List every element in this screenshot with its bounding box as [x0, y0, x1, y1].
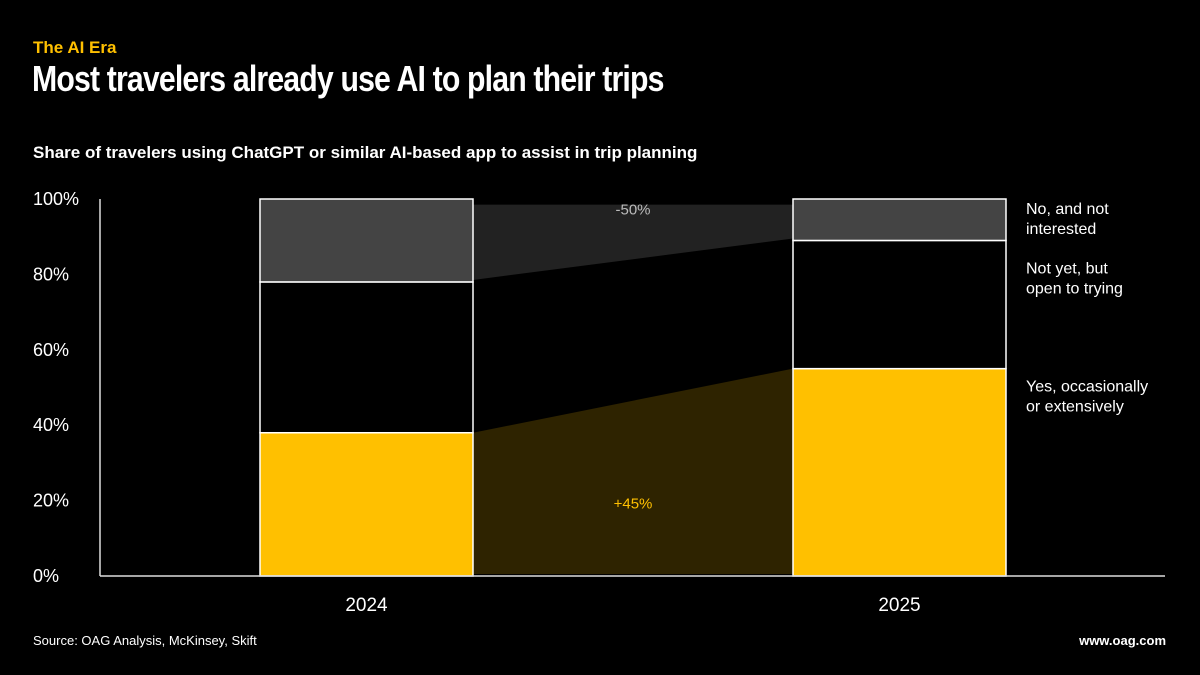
change-annotation: +45% [614, 495, 653, 512]
bar-segment-2025-0 [792, 367, 1007, 577]
page-title: Most travelers already use AI to plan th… [32, 58, 664, 99]
legend-label: No, and not [1026, 201, 1109, 218]
connector-band-0 [473, 368, 793, 574]
y-tick-label: 40% [33, 415, 69, 435]
y-tick-label: 60% [33, 340, 69, 360]
bar-segment-2025-2 [792, 198, 1007, 242]
legend-label: interested [1026, 221, 1096, 238]
x-tick-label: 2025 [878, 595, 920, 616]
y-tick-label: 0% [33, 566, 59, 586]
legend-label: open to trying [1026, 280, 1123, 297]
source-note: Source: OAG Analysis, McKinsey, Skift [33, 633, 257, 648]
bar-segment-2024-2 [259, 198, 474, 283]
change-annotation: -50% [615, 202, 650, 219]
legend-label: Yes, occasionally [1026, 379, 1148, 396]
x-tick-label: 2024 [345, 595, 388, 616]
website-url[interactable]: www.oag.com [1079, 633, 1166, 648]
connector-band-2 [473, 204, 793, 280]
kicker: The AI Era [33, 38, 117, 57]
y-tick-label: 80% [33, 264, 69, 284]
legend-label: or extensively [1026, 399, 1124, 416]
y-tick-label: 20% [33, 491, 69, 511]
bar-segment-2025-1 [792, 239, 1007, 370]
chart-subtitle: Share of travelers using ChatGPT or simi… [33, 143, 698, 162]
legend-label: Not yet, but [1026, 260, 1108, 277]
bar-segment-2024-0 [259, 431, 474, 577]
y-tick-label: 100% [33, 189, 79, 209]
bar-segment-2024-1 [259, 281, 474, 434]
